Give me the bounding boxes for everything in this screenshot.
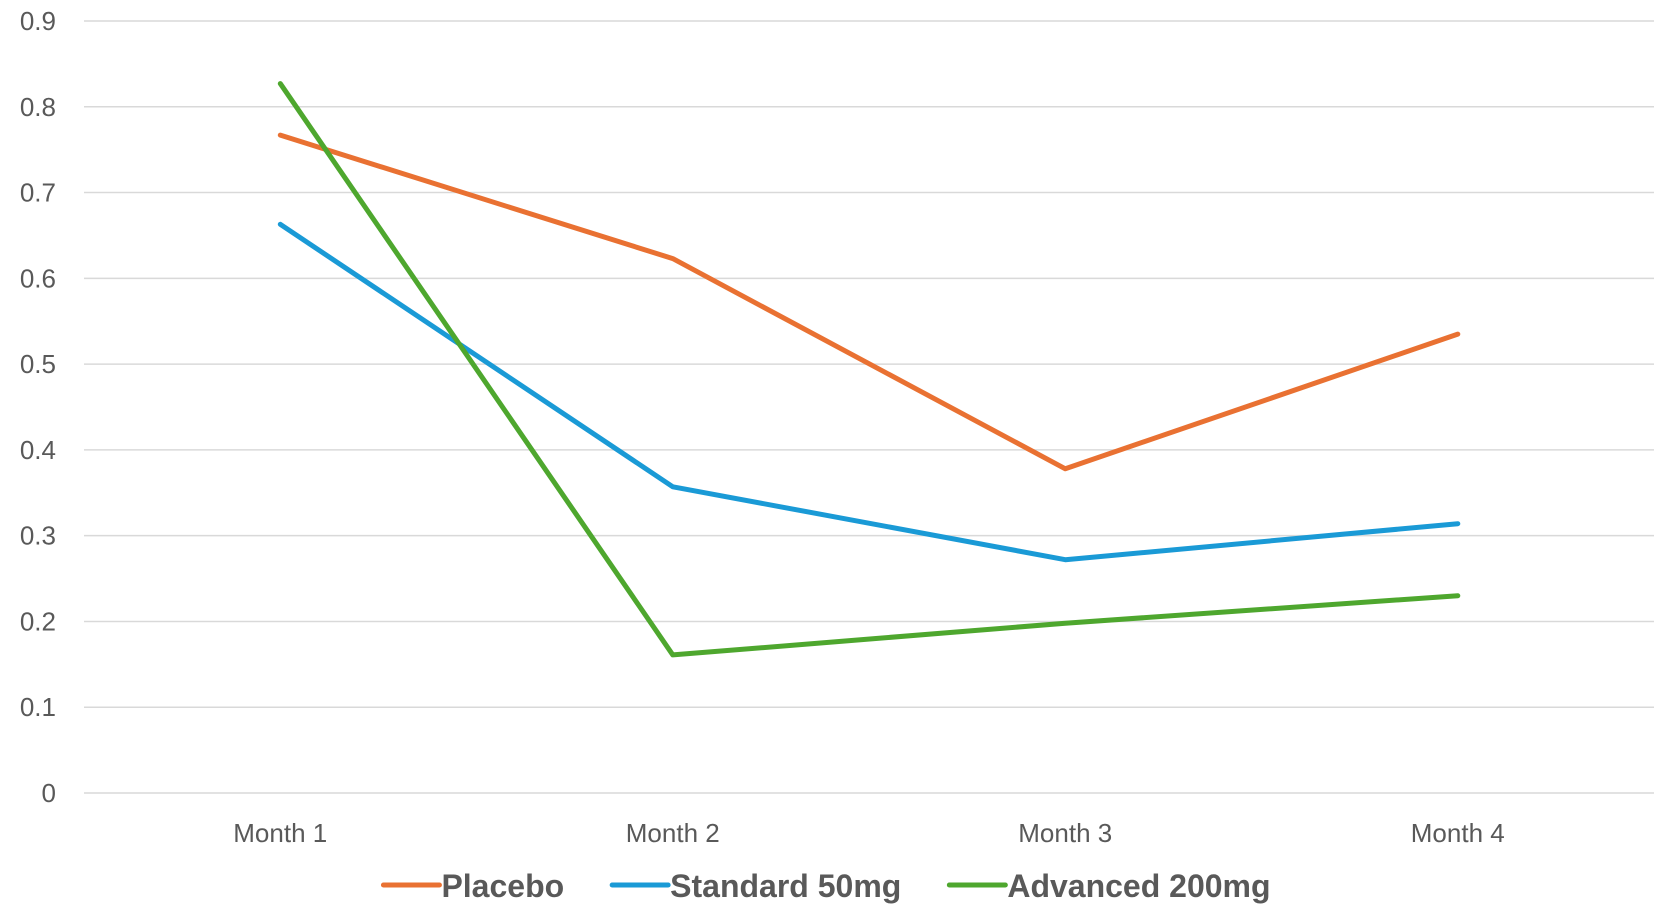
legend-label: Standard 50mg bbox=[670, 868, 901, 904]
y-tick-label: 0.1 bbox=[20, 692, 56, 722]
y-tick-label: 0.4 bbox=[20, 435, 56, 465]
series-lines bbox=[277, 81, 1461, 658]
legend-item-advanced-200mg: Advanced 200mg bbox=[946, 868, 1271, 904]
legend-label: Placebo bbox=[441, 868, 564, 904]
series-line-placebo bbox=[277, 132, 1461, 472]
x-axis-tick-labels: Month 1 Month 2 Month 3 Month 4 bbox=[233, 818, 1504, 848]
legend-label: Advanced 200mg bbox=[1007, 868, 1270, 904]
x-tick-label: Month 1 bbox=[233, 818, 327, 848]
x-tick-label: Month 4 bbox=[1411, 818, 1505, 848]
series-line-standard-50mg bbox=[277, 221, 1461, 563]
y-tick-label: 0.5 bbox=[20, 349, 56, 379]
y-tick-label: 0.9 bbox=[20, 6, 56, 36]
y-tick-label: 0.2 bbox=[20, 606, 56, 636]
x-tick-label: Month 3 bbox=[1018, 818, 1112, 848]
legend: Placebo Standard 50mg Advanced 200mg bbox=[380, 868, 1271, 904]
y-axis-tick-labels: 0 0.1 0.2 0.3 0.4 0.5 0.6 0.7 0.8 0.9 bbox=[20, 6, 56, 808]
y-tick-label: 0.6 bbox=[20, 263, 56, 293]
legend-item-placebo: Placebo bbox=[380, 868, 564, 904]
legend-item-standard-50mg: Standard 50mg bbox=[609, 868, 901, 904]
series-line-advanced-200mg bbox=[277, 81, 1461, 658]
x-tick-label: Month 2 bbox=[626, 818, 720, 848]
y-tick-label: 0 bbox=[42, 778, 56, 808]
y-tick-label: 0.3 bbox=[20, 521, 56, 551]
y-tick-label: 0.7 bbox=[20, 178, 56, 208]
y-tick-label: 0.8 bbox=[20, 92, 56, 122]
